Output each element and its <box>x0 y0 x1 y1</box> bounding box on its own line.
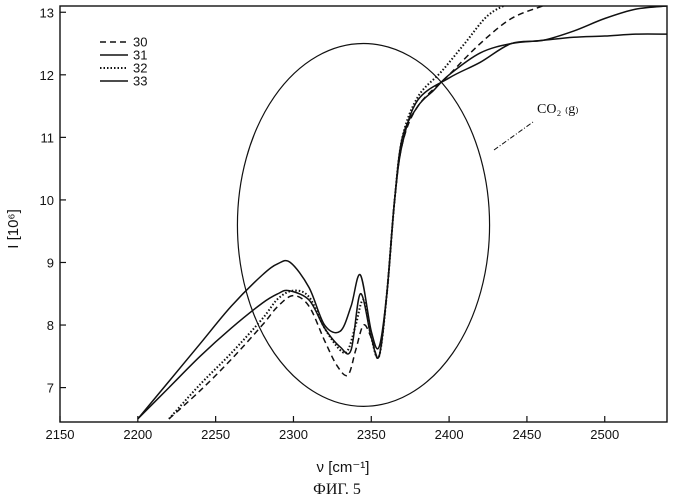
series-line-32 <box>168 6 507 420</box>
x-tick-label: 2450 <box>512 427 541 442</box>
co2-region-ellipse <box>236 42 491 407</box>
series-line-30 <box>168 6 545 420</box>
x-tick-label: 2300 <box>279 427 308 442</box>
x-tick-label: 2350 <box>357 427 386 442</box>
legend-label-31: 31 <box>133 48 147 63</box>
y-tick-label: 8 <box>47 318 54 333</box>
axes: 2150 2200 2250 2300 2350 2400 2450 2500 7 8 9 10 11 1… <box>40 5 668 442</box>
legend-label-33: 33 <box>133 74 147 89</box>
co2-annotation-label: CO₂ ₍g₎ <box>537 102 579 117</box>
series-layer <box>137 6 667 420</box>
y-tick-label: 9 <box>47 255 54 270</box>
annotation-layer: CO₂ ₍g₎ <box>236 42 579 407</box>
y-tick-label: 11 <box>41 130 55 145</box>
figure-caption: ФИГ. 5 <box>313 481 361 498</box>
x-tick-label: 2150 <box>46 427 75 442</box>
y-tick-label: 7 <box>47 381 54 396</box>
x-tick-label: 2250 <box>201 427 230 442</box>
y-tick-label: 12 <box>40 68 54 83</box>
y-tick-label: 10 <box>40 193 54 208</box>
x-tick-label: 2400 <box>435 427 464 442</box>
series-line-31 <box>137 6 667 420</box>
plot-frame <box>59 5 668 423</box>
x-tick-label: 2500 <box>590 427 619 442</box>
series-line-33 <box>137 33 667 420</box>
x-tick-label: 2200 <box>123 427 152 442</box>
annotation-leader-line <box>493 121 534 151</box>
legend-label-32: 32 <box>133 61 147 76</box>
x-axis-label: ν [cm⁻¹] <box>317 459 370 476</box>
y-axis-label: I [10⁶] <box>5 209 22 249</box>
legend-label-30: 30 <box>133 35 147 50</box>
y-tick-label: 13 <box>40 5 54 20</box>
